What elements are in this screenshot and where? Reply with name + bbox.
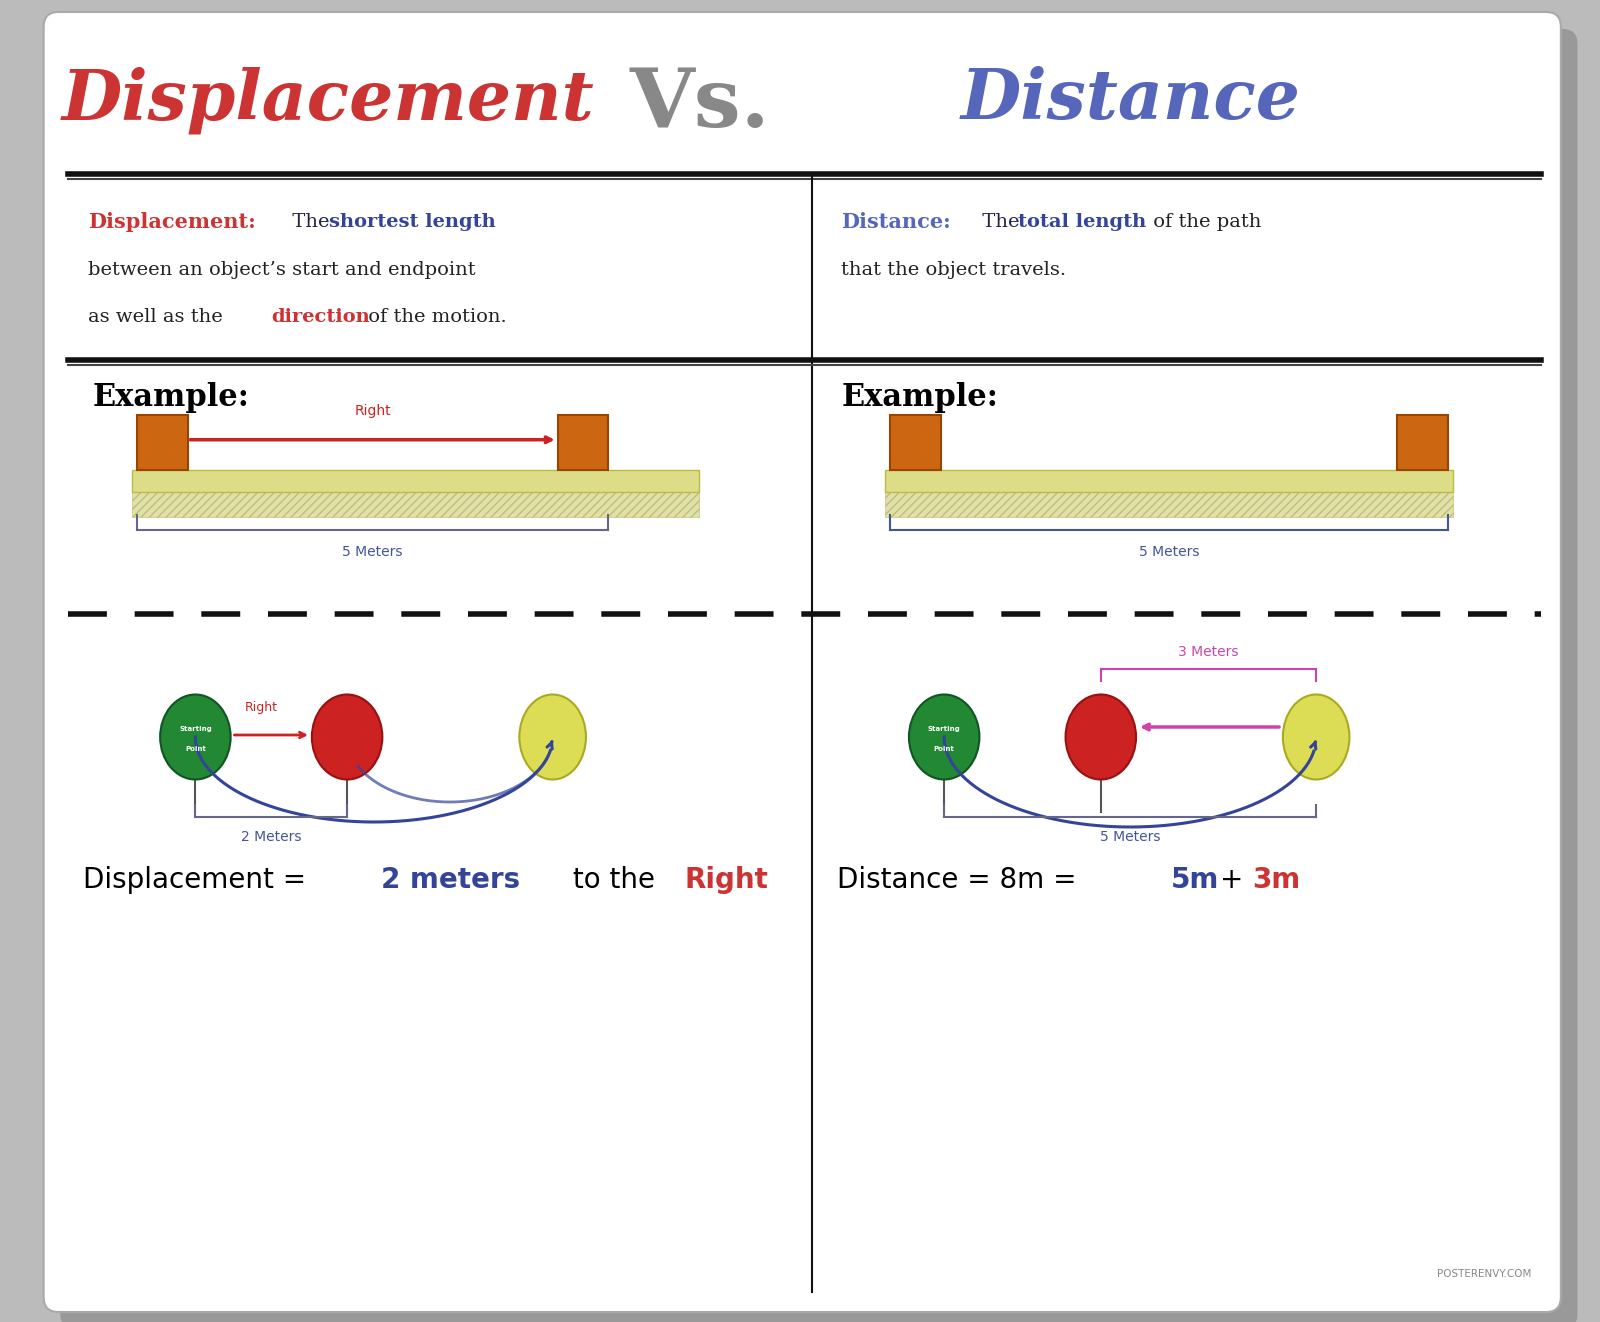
Text: Displacement: Displacement [61, 66, 594, 134]
Text: direction: direction [270, 308, 370, 327]
Text: POSTERENVY.COM: POSTERENVY.COM [1437, 1269, 1531, 1278]
Bar [890, 415, 941, 471]
Text: 2 Meters: 2 Meters [242, 830, 301, 843]
Bar [885, 471, 1453, 492]
Ellipse shape [909, 694, 979, 780]
Text: total length: total length [1018, 213, 1146, 231]
Text: that the object travels.: that the object travels. [842, 260, 1067, 279]
Ellipse shape [520, 694, 586, 780]
Text: Distance = 8m =: Distance = 8m = [837, 866, 1085, 894]
Text: 5 Meters: 5 Meters [1139, 545, 1200, 559]
Text: of the motion.: of the motion. [362, 308, 507, 327]
Text: Point: Point [186, 746, 206, 752]
FancyBboxPatch shape [61, 29, 1578, 1322]
Text: 3m: 3m [1253, 866, 1301, 894]
Text: Point: Point [934, 746, 955, 752]
Ellipse shape [1283, 694, 1349, 780]
Text: 5 Meters: 5 Meters [342, 545, 403, 559]
Text: Starting: Starting [928, 726, 960, 732]
Text: Vs.: Vs. [629, 63, 770, 144]
Text: Starting: Starting [179, 726, 211, 732]
Bar [64, 32, 1541, 172]
Bar [131, 490, 699, 517]
Ellipse shape [312, 694, 382, 780]
Text: The: The [976, 213, 1026, 231]
Text: 2 meters: 2 meters [381, 866, 520, 894]
Text: Distance:: Distance: [842, 212, 950, 231]
Text: Distance: Distance [960, 66, 1301, 134]
Text: as well as the: as well as the [88, 308, 229, 327]
Text: of the path: of the path [1147, 213, 1261, 231]
Bar [885, 490, 1453, 517]
Bar [1397, 415, 1448, 471]
Bar [557, 415, 608, 471]
FancyBboxPatch shape [43, 12, 1562, 1311]
Text: Right: Right [354, 403, 390, 418]
Text: Displacement:: Displacement: [88, 212, 256, 231]
Text: 3 Meters: 3 Meters [1178, 645, 1238, 658]
Text: to the: to the [565, 866, 664, 894]
Text: Right: Right [245, 701, 278, 714]
Text: between an object’s start and endpoint: between an object’s start and endpoint [88, 260, 475, 279]
Text: 5m: 5m [1171, 866, 1219, 894]
Text: The: The [286, 213, 336, 231]
Bar [131, 471, 699, 492]
Text: Example:: Example: [842, 382, 998, 412]
Text: Example:: Example: [93, 382, 250, 412]
Ellipse shape [160, 694, 230, 780]
Text: Right: Right [685, 866, 768, 894]
Text: +: + [1221, 866, 1243, 894]
Bar [136, 415, 187, 471]
Text: shortest length: shortest length [330, 213, 496, 231]
Text: Displacement =: Displacement = [83, 866, 315, 894]
Text: 5 Meters: 5 Meters [1099, 830, 1160, 843]
Ellipse shape [1066, 694, 1136, 780]
